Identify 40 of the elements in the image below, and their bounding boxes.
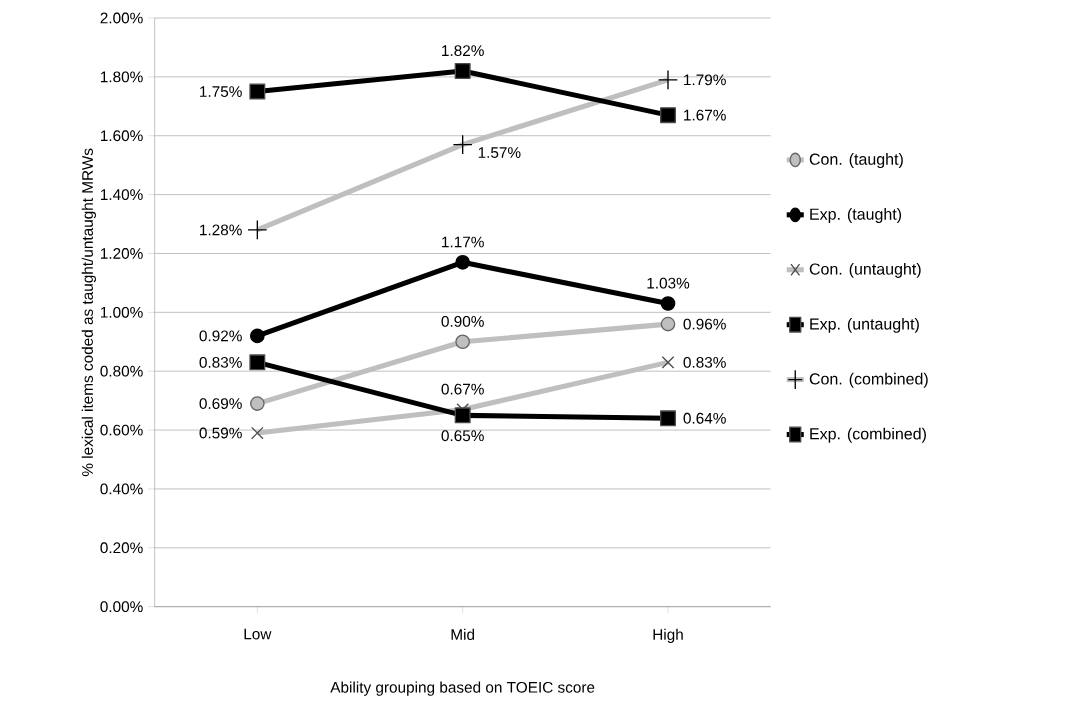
data-label: 1.28% (200, 224, 242, 236)
x-tick-label: Low (244, 628, 272, 640)
y-tick-label: 1.20% (100, 248, 143, 259)
x-tick-label: High (653, 628, 683, 643)
data-label: 1.79% (684, 74, 726, 86)
legend-label: Con. (untaught) (809, 262, 921, 278)
legend-label: Exp. (untaught) (810, 317, 919, 333)
legend-label: Exp. (combined) (810, 427, 926, 443)
data-label: 0.90% (441, 315, 484, 327)
y-tick-label: 1.00% (100, 306, 143, 318)
data-label: 0.59% (199, 427, 242, 439)
y-tick-label: 2.00% (100, 12, 143, 24)
data-label: 1.17% (442, 236, 484, 248)
y-tick-label: 1.60% (100, 130, 143, 142)
y-axis-title: % lexical items coded as taught/untaught MRWs (81, 148, 96, 477)
data-label: 0.96% (683, 318, 726, 330)
x-tick-label: Mid (451, 628, 475, 640)
y-tick-label: 0.20% (100, 542, 143, 554)
x-axis-title: Ability grouping based on TOEIC score (330, 681, 595, 696)
data-label: 1.67% (684, 109, 726, 121)
data-label: 0.64% (683, 412, 726, 424)
y-tick-label: 0.40% (100, 483, 143, 495)
data-label: 0.65% (441, 430, 484, 442)
legend-label: Con. (combined) (809, 372, 928, 388)
y-tick-label: 0.00% (100, 601, 143, 613)
data-label: 0.67% (441, 383, 484, 395)
data-label: 0.69% (199, 398, 242, 409)
data-label: 0.92% (199, 330, 242, 342)
y-tick-label: 0.60% (100, 424, 143, 436)
data-label: 1.75% (200, 86, 242, 97)
data-label: 0.83% (199, 356, 242, 368)
y-tick-label: 0.80% (100, 365, 143, 377)
data-label: 1.82% (442, 45, 484, 57)
data-label: 0.83% (683, 356, 726, 368)
y-tick-label: 1.80% (100, 71, 143, 83)
data-label: 1.57% (478, 147, 521, 158)
y-tick-label: 1.40% (100, 189, 143, 201)
data-label: 1.03% (647, 277, 690, 289)
legend-label: Con. (taught) (809, 153, 903, 169)
legend-label: Exp. (taught) (810, 208, 902, 223)
